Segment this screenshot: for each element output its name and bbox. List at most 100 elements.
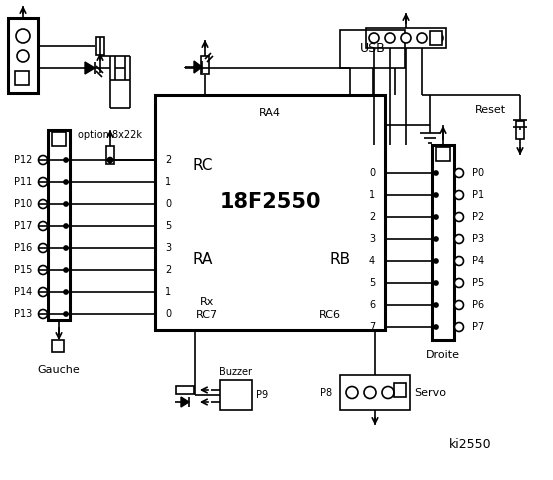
Circle shape (434, 325, 438, 329)
Polygon shape (181, 397, 189, 407)
Circle shape (455, 168, 463, 178)
Bar (96, 37, 104, 55)
Text: 2: 2 (165, 155, 171, 165)
Text: 2: 2 (165, 265, 171, 275)
Text: RC7: RC7 (196, 310, 218, 320)
Circle shape (417, 33, 427, 43)
Text: 5: 5 (369, 278, 375, 288)
Text: P10: P10 (14, 199, 32, 209)
Bar (394, 383, 406, 397)
Circle shape (434, 171, 438, 175)
Circle shape (64, 180, 68, 184)
Circle shape (455, 256, 463, 265)
Circle shape (64, 290, 68, 294)
Bar (432, 145, 454, 340)
Bar (155, 95, 385, 330)
Text: RC: RC (193, 157, 213, 172)
Text: P8: P8 (320, 387, 332, 397)
Bar (52, 340, 64, 352)
Text: P5: P5 (472, 278, 484, 288)
Circle shape (455, 235, 463, 243)
Bar (430, 31, 442, 45)
Circle shape (39, 288, 48, 297)
Polygon shape (194, 61, 202, 73)
Text: Buzzer: Buzzer (220, 367, 253, 377)
Text: 0: 0 (165, 199, 171, 209)
Circle shape (364, 386, 376, 398)
Circle shape (433, 33, 443, 43)
Text: 3: 3 (369, 234, 375, 244)
Circle shape (455, 213, 463, 221)
Text: 18F2550: 18F2550 (219, 192, 321, 213)
Circle shape (17, 50, 29, 62)
Text: P13: P13 (14, 309, 32, 319)
Bar (436, 147, 450, 161)
Circle shape (434, 259, 438, 263)
Circle shape (64, 158, 68, 162)
Text: Rx: Rx (200, 297, 214, 307)
Circle shape (64, 312, 68, 316)
Circle shape (455, 323, 463, 332)
Text: P7: P7 (472, 322, 484, 332)
Text: P3: P3 (472, 234, 484, 244)
Text: ki2550: ki2550 (448, 439, 491, 452)
Text: 3: 3 (165, 243, 171, 253)
Circle shape (39, 178, 48, 187)
Bar (176, 386, 194, 394)
Text: 1: 1 (165, 177, 171, 187)
Text: Droite: Droite (426, 350, 460, 360)
Text: 0: 0 (369, 168, 375, 178)
Circle shape (64, 268, 68, 272)
Circle shape (16, 29, 30, 43)
Text: 4: 4 (369, 256, 375, 266)
Bar (366, 28, 446, 48)
Circle shape (39, 243, 48, 252)
Text: P9: P9 (256, 390, 268, 400)
Circle shape (434, 281, 438, 285)
Circle shape (455, 278, 463, 288)
Text: P2: P2 (472, 212, 484, 222)
Text: option 8x22k: option 8x22k (78, 130, 142, 140)
Circle shape (369, 33, 379, 43)
Text: P17: P17 (14, 221, 32, 231)
Text: RB: RB (330, 252, 351, 267)
Text: 6: 6 (369, 300, 375, 310)
Text: P15: P15 (14, 265, 32, 275)
Polygon shape (85, 62, 95, 74)
Text: P6: P6 (472, 300, 484, 310)
Text: RA4: RA4 (259, 108, 281, 118)
Bar (15, 71, 29, 85)
Bar (516, 121, 524, 139)
Text: 1: 1 (369, 190, 375, 200)
Text: 0: 0 (165, 309, 171, 319)
Bar (340, 30, 405, 68)
Text: Servo: Servo (414, 387, 446, 397)
Bar (8, 18, 38, 93)
Circle shape (64, 224, 68, 228)
Text: P12: P12 (14, 155, 32, 165)
Circle shape (434, 303, 438, 307)
Circle shape (39, 265, 48, 275)
Circle shape (455, 191, 463, 200)
Circle shape (39, 156, 48, 165)
Circle shape (434, 193, 438, 197)
Circle shape (401, 33, 411, 43)
Bar (201, 56, 209, 74)
Circle shape (107, 157, 112, 163)
Text: P16: P16 (14, 243, 32, 253)
Circle shape (39, 310, 48, 319)
Text: RA: RA (193, 252, 213, 267)
Circle shape (39, 221, 48, 230)
Circle shape (385, 33, 395, 43)
Bar (52, 132, 66, 146)
Text: P14: P14 (14, 287, 32, 297)
Text: 1: 1 (165, 287, 171, 297)
Circle shape (382, 386, 394, 398)
Text: 5: 5 (165, 221, 171, 231)
Circle shape (39, 200, 48, 208)
Text: Gauche: Gauche (38, 365, 80, 375)
Text: P1: P1 (472, 190, 484, 200)
Text: 2: 2 (369, 212, 375, 222)
Bar (340, 375, 410, 410)
Circle shape (346, 386, 358, 398)
